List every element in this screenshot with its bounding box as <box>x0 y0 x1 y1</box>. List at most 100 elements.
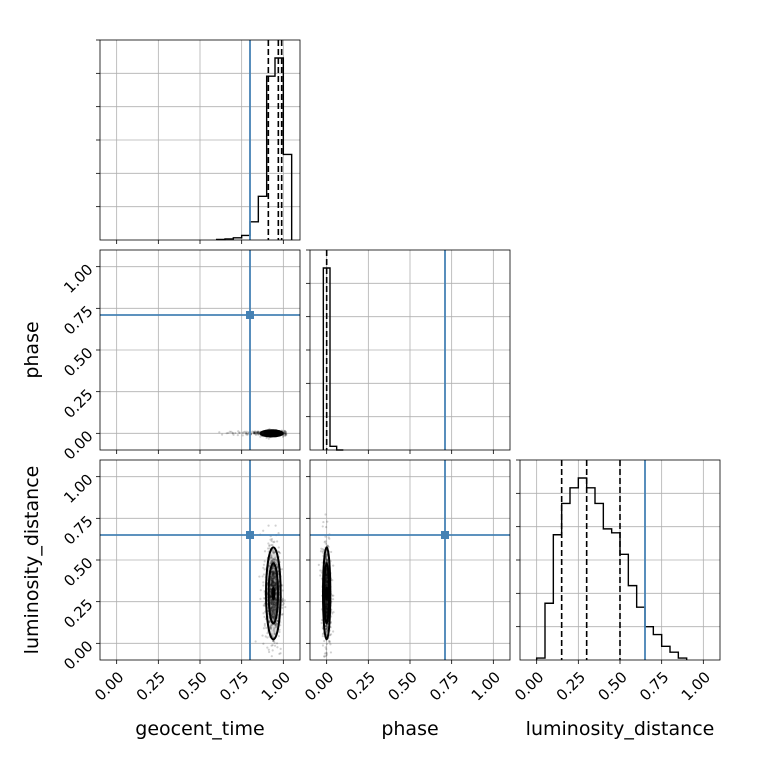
scatter-point <box>273 572 276 575</box>
scatter-point <box>269 596 272 599</box>
y-tick-label: 1.00 <box>60 470 96 506</box>
scatter-point <box>273 582 276 585</box>
scatter-point <box>325 553 328 556</box>
scatter-point <box>325 580 328 583</box>
scatter-point <box>271 644 274 647</box>
scatter-point <box>270 623 273 626</box>
scatter-point <box>272 584 276 587</box>
scatter-point <box>257 431 260 434</box>
scatter-point <box>325 608 328 611</box>
scatter-point <box>270 583 273 586</box>
scatter-point <box>284 432 288 436</box>
scatter-point <box>236 433 239 437</box>
scatter-point <box>274 574 277 578</box>
scatter-point <box>325 576 328 579</box>
scatter-point <box>327 536 330 539</box>
scatter-point <box>274 601 278 604</box>
scatter-point <box>270 603 273 606</box>
scatter-point <box>266 636 269 639</box>
scatter-point <box>325 579 328 583</box>
scatter-point <box>263 550 267 553</box>
scatter-point <box>319 569 322 572</box>
scatter-point <box>325 584 328 587</box>
scatter-point <box>325 577 328 580</box>
scatter-point <box>284 434 287 438</box>
scatter-point <box>274 598 277 601</box>
scatter-point <box>279 432 282 435</box>
scatter-point <box>245 432 249 435</box>
scatter-point <box>272 615 275 618</box>
scatter-point <box>270 608 273 611</box>
scatter-point <box>272 551 275 554</box>
scatter-point <box>329 651 333 654</box>
scatter-point <box>271 607 274 610</box>
scatter-point <box>269 582 272 586</box>
scatter-point <box>273 573 276 576</box>
scatter-point <box>253 432 256 435</box>
scatter-point <box>332 564 335 567</box>
scatter-point <box>273 632 276 635</box>
scatter-point <box>267 432 270 435</box>
x-tick-label: 0.75 <box>216 668 252 704</box>
scatter-point <box>274 603 277 607</box>
scatter-point <box>324 542 327 545</box>
scatter-point <box>273 614 276 617</box>
ticks <box>96 39 704 664</box>
x-tick-label: 0.25 <box>553 668 589 704</box>
scatter-point <box>238 431 241 434</box>
scatter-point <box>272 572 275 576</box>
scatter-point <box>262 642 265 645</box>
scatter-point <box>269 597 273 600</box>
scatter-point <box>274 583 277 586</box>
scatter-point <box>269 583 273 586</box>
scatter-point <box>269 579 272 583</box>
x-tick-label: 1.00 <box>678 668 714 704</box>
scatter-point <box>325 583 328 587</box>
scatter-point <box>273 575 276 578</box>
scatter-point <box>272 608 275 611</box>
scatter-point <box>325 604 329 608</box>
scatter-point <box>272 572 275 576</box>
scatter-point <box>323 639 326 643</box>
scatter-point <box>325 603 328 606</box>
scatter-point <box>272 581 275 584</box>
scatter-point <box>271 600 274 603</box>
scatter-point <box>272 552 275 555</box>
histogram-geocent_time <box>215 57 293 241</box>
scatter-point <box>272 580 275 583</box>
scatter-point <box>272 571 275 574</box>
scatter-point <box>274 623 277 626</box>
scatter-point <box>325 558 328 562</box>
scatter-point <box>272 571 275 575</box>
scatter-point <box>262 573 266 576</box>
scatter-point <box>325 573 328 576</box>
scatter-point <box>271 573 274 576</box>
scatter-point <box>241 434 244 437</box>
scatter-point <box>230 430 233 433</box>
scatter-point <box>325 627 329 630</box>
scatter-point <box>274 609 277 612</box>
scatter-point <box>220 433 224 436</box>
scatter-point <box>273 571 276 574</box>
scatter-point <box>265 436 268 439</box>
scatter-point <box>269 626 272 629</box>
scatter-point <box>276 540 279 543</box>
scatter-point <box>262 529 265 532</box>
scatter-point <box>268 547 271 550</box>
scatter-point <box>271 584 274 587</box>
scatter-point <box>269 601 272 604</box>
scatter-point <box>270 583 273 586</box>
scatter-point <box>273 632 277 636</box>
x-tick-label: 0.75 <box>636 668 672 704</box>
scatter-point <box>325 653 328 656</box>
scatter-point <box>325 612 328 615</box>
scatter-point <box>272 577 275 580</box>
scatter-point <box>274 581 277 584</box>
scatter-point <box>322 520 325 524</box>
scatter-point <box>253 430 256 433</box>
scatter-point <box>273 614 276 617</box>
scatter-point <box>326 559 329 562</box>
scatter-point <box>272 600 275 604</box>
scatter-point <box>330 550 333 554</box>
